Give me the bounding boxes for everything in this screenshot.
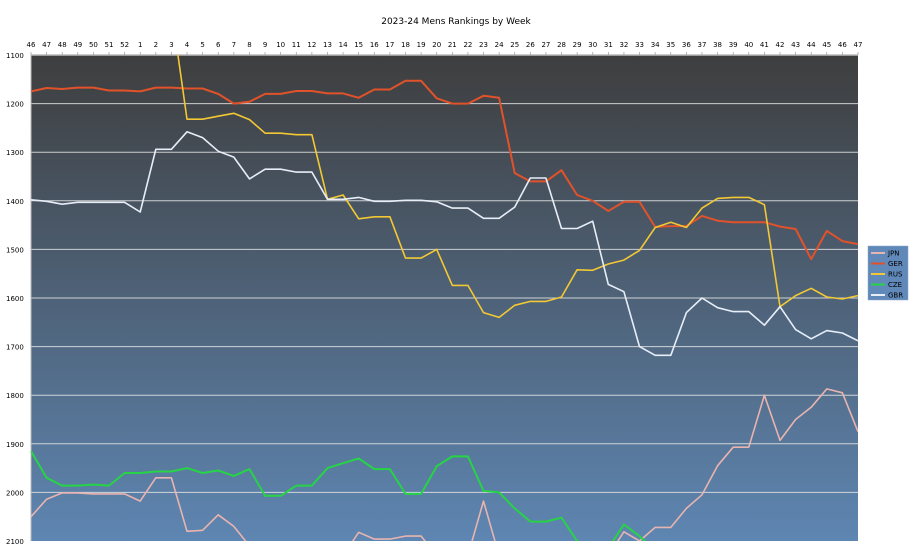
series-line-cze (31, 450, 647, 541)
x-tick-label: 32 (619, 41, 628, 49)
x-tick-label: 13 (323, 41, 332, 49)
x-tick-label: 1 (138, 41, 142, 49)
x-tick-label: 25 (510, 41, 519, 49)
x-tick-label: 41 (760, 41, 769, 49)
legend-label: GER (888, 260, 903, 268)
series-line-rus (177, 55, 858, 319)
y-tick-label: 1100 (6, 52, 24, 60)
y-tick-label: 2100 (6, 538, 24, 546)
x-tick-label: 52 (120, 41, 129, 49)
x-tick-label: 34 (651, 41, 660, 49)
x-tick-label: 39 (729, 41, 738, 49)
x-tick-label: 23 (479, 41, 488, 49)
x-tick-label: 8 (247, 41, 251, 49)
x-tick-label: 47 (854, 41, 863, 49)
x-tick-label: 17 (385, 41, 394, 49)
series-lines (31, 55, 858, 541)
x-tick-label: 21 (448, 41, 457, 49)
x-tick-label: 11 (292, 41, 301, 49)
x-tick-label: 35 (666, 41, 675, 49)
x-tick-label: 5 (200, 41, 204, 49)
legend-label: JPN (887, 250, 900, 258)
x-tick-label: 46 (838, 41, 847, 49)
x-tick-label: 4 (185, 41, 190, 49)
x-tick-label: 38 (713, 41, 722, 49)
x-tick-label: 19 (417, 41, 426, 49)
x-tick-label: 42 (776, 41, 785, 49)
series-line-ger (31, 79, 858, 261)
series-line-gbr (31, 131, 858, 357)
legend-label: CZE (888, 281, 902, 289)
x-tick-label: 51 (105, 41, 114, 49)
x-tick-label: 16 (370, 41, 379, 49)
x-tick-label: 33 (635, 41, 644, 49)
y-tick-label: 1800 (6, 392, 24, 400)
x-tick-label: 24 (495, 41, 504, 49)
y-tick-label: 1300 (6, 149, 24, 157)
legend-label: GBR (888, 292, 903, 300)
y-axis: 1100 1200 1300 1400 1500 1600 1700 1800 1900 2000… (6, 52, 32, 546)
x-tick-label: 45 (822, 41, 831, 49)
legend: JPN GER RUS CZE GBR (867, 245, 909, 301)
x-tick-label: 9 (263, 41, 267, 49)
x-tick-label: 3 (169, 41, 173, 49)
x-tick-label: 18 (401, 41, 410, 49)
x-tick-label: 29 (573, 41, 582, 49)
x-tick-label: 26 (526, 41, 535, 49)
x-tick-label: 22 (463, 41, 472, 49)
x-tick-label: 10 (276, 41, 285, 49)
y-tick-label: 1200 (6, 101, 24, 109)
x-tick-label: 14 (339, 41, 348, 49)
gridlines (31, 103, 858, 493)
y-tick-label: 1700 (6, 344, 24, 352)
x-tick-label: 46 (27, 41, 36, 49)
x-tick-label: 48 (58, 41, 67, 49)
chart-title: 2023-24 Mens Rankings by Week (381, 17, 531, 27)
x-tick-label: 20 (432, 41, 441, 49)
y-tick-label: 2000 (6, 489, 24, 497)
x-tick-label: 12 (307, 41, 316, 49)
x-tick-label: 40 (744, 41, 753, 49)
x-axis: 46 47 48 49 50 51 52 1 2 3 4 5 6 7 8 9 10 11 12 13 14 15 16 17 1… (27, 41, 863, 56)
x-tick-label: 6 (216, 41, 221, 49)
x-tick-label: 37 (698, 41, 707, 49)
x-tick-label: 47 (42, 41, 51, 49)
x-tick-label: 31 (604, 41, 613, 49)
y-tick-label: 1400 (6, 198, 24, 206)
x-tick-label: 27 (541, 41, 550, 49)
x-tick-label: 2 (154, 41, 158, 49)
legend-label: RUS (888, 271, 903, 279)
x-tick-label: 43 (791, 41, 800, 49)
x-tick-label: 30 (588, 41, 597, 49)
y-tick-label: 1600 (6, 295, 24, 303)
y-tick-label: 1500 (6, 246, 24, 254)
x-tick-label: 50 (89, 41, 98, 49)
x-tick-label: 49 (73, 41, 82, 49)
y-tick-label: 1900 (6, 441, 24, 449)
x-tick-label: 44 (807, 41, 816, 49)
x-tick-label: 36 (682, 41, 691, 49)
x-tick-label: 28 (557, 41, 566, 49)
x-tick-label: 15 (354, 41, 363, 49)
x-tick-label: 7 (232, 41, 236, 49)
series-line-jpn (31, 388, 858, 541)
